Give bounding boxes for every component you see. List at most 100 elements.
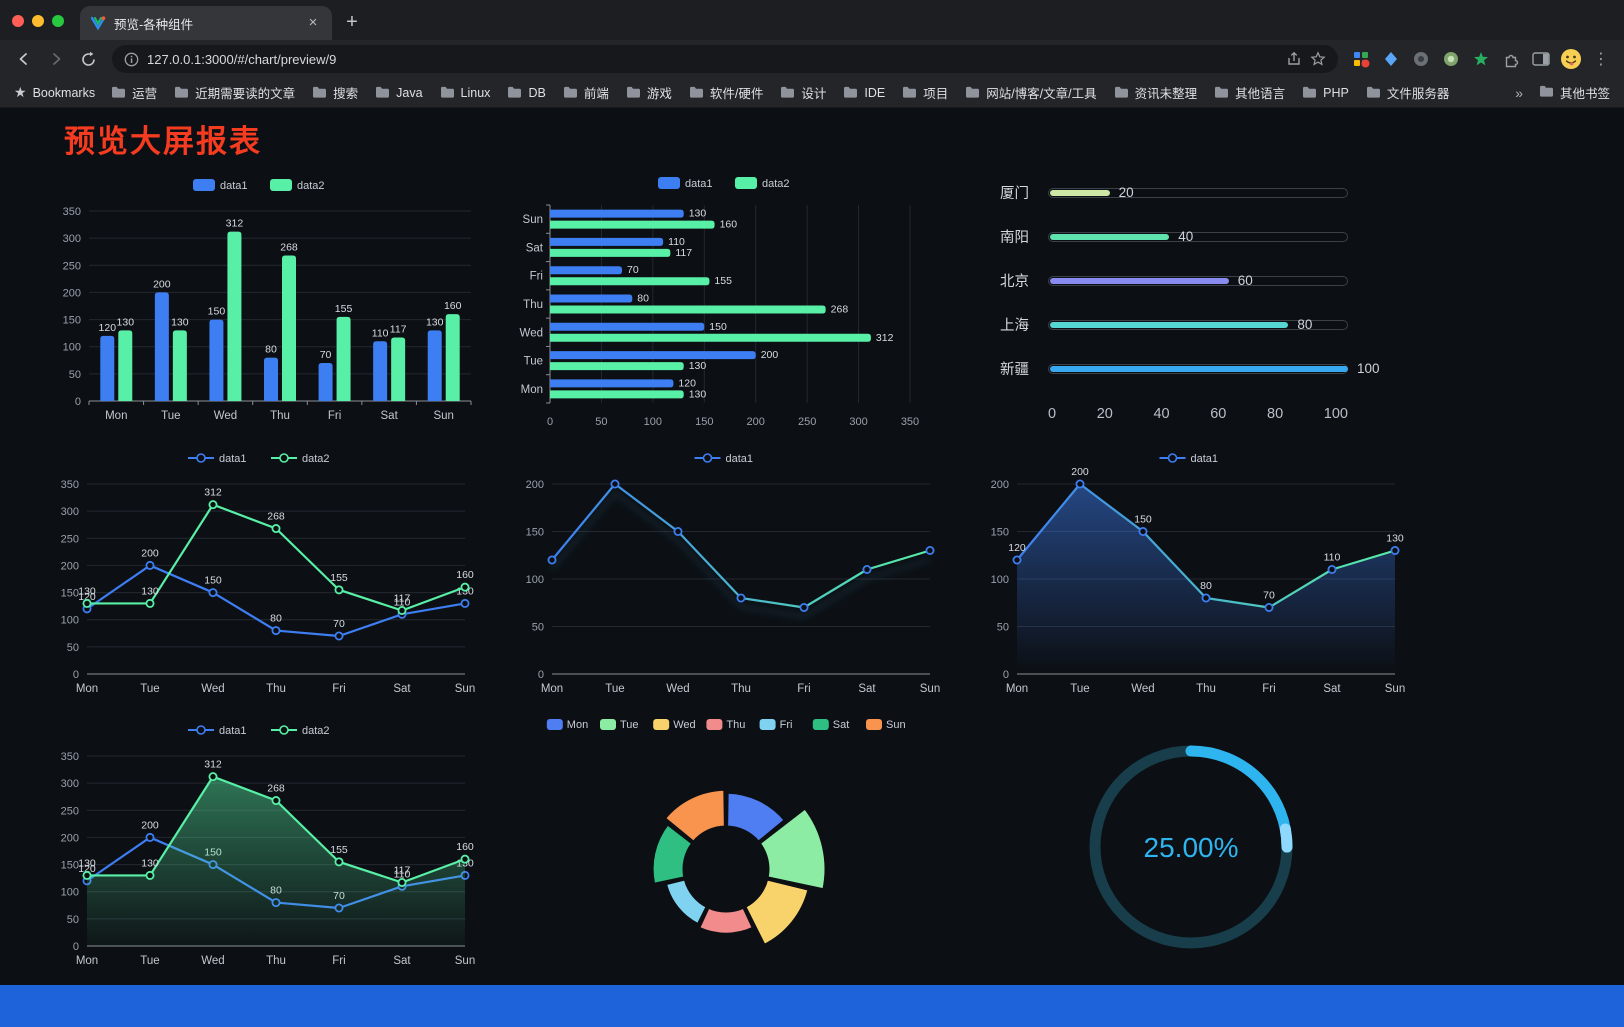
progress-row: 北京 60 — [1000, 270, 1382, 291]
grouped-bar-chart[interactable]: 0 50 100 150 200 250 300 350 Mon 120 130 Tue 200 130 W… — [26, 163, 496, 441]
share-icon[interactable] — [1286, 51, 1302, 67]
side-panel-icon[interactable] — [1528, 46, 1554, 72]
line-chart-svg: 0 50 100 150 200 250 300 350 Mon Tue Wed Thu Fri Sat S… — [61, 725, 476, 967]
bookmark-folder[interactable]: IDE — [843, 83, 885, 102]
forward-button[interactable] — [42, 45, 70, 73]
svg-text:250: 250 — [798, 416, 816, 428]
svg-text:200: 200 — [141, 547, 159, 559]
svg-text:117: 117 — [394, 864, 411, 876]
svg-text:268: 268 — [267, 783, 285, 795]
area-line-chart[interactable]: 0 50 100 150 200 Mon Tue Wed Thu Fri Sat Sun 120 200 1… — [956, 441, 1426, 709]
bookmark-folder[interactable]: 资讯未整理 — [1114, 83, 1197, 102]
svg-text:Wed: Wed — [214, 410, 237, 422]
svg-text:Mon: Mon — [76, 955, 98, 967]
svg-text:117: 117 — [390, 323, 407, 335]
svg-text:Sat: Sat — [526, 242, 544, 254]
profile-avatar[interactable] — [1558, 46, 1584, 72]
svg-text:130: 130 — [78, 585, 96, 597]
svg-text:300: 300 — [61, 778, 79, 790]
bookmark-folder[interactable]: 网站/博客/文章/工具 — [965, 83, 1097, 102]
svg-text:Sat: Sat — [1323, 683, 1341, 695]
horizontal-bar-chart[interactable]: 0 50 100 150 200 250 300 350 Sun 130 160 Sat 110 117 F… — [496, 163, 956, 441]
address-bar[interactable]: 127.0.0.1:3000/#/chart/preview/9 — [112, 45, 1338, 73]
progress-bar-chart[interactable]: 厦门 20 南阳 40 北京 60 上海 80 新疆 100 0 20 40 60 80 100 — [956, 163, 1426, 441]
tab-close-icon[interactable]: × — [308, 14, 318, 31]
zoom-window-button[interactable] — [52, 15, 64, 27]
svg-text:data1: data1 — [220, 180, 248, 192]
folder-icon — [626, 86, 640, 98]
svg-text:200: 200 — [61, 560, 79, 572]
svg-text:200: 200 — [61, 832, 79, 844]
svg-text:110: 110 — [668, 236, 685, 248]
progress-value: 100 — [1357, 360, 1380, 376]
svg-text:50: 50 — [67, 914, 79, 926]
svg-text:Wed: Wed — [666, 683, 689, 695]
bookmark-folder[interactable]: 前端 — [563, 83, 609, 102]
bookmark-star-icon[interactable] — [1310, 51, 1326, 67]
bookmark-folder[interactable]: DB — [507, 83, 546, 102]
bookmark-folder[interactable]: Java — [375, 83, 423, 102]
progress-row: 上海 80 — [1000, 314, 1382, 335]
bookmark-folder[interactable]: 游戏 — [626, 83, 672, 102]
bookmark-folder[interactable]: Linux — [440, 83, 490, 102]
svg-text:data1: data1 — [685, 178, 713, 190]
extension-kite-icon[interactable] — [1378, 46, 1404, 72]
svg-text:Sun: Sun — [433, 410, 453, 422]
svg-text:70: 70 — [320, 349, 332, 361]
gradient-line-chart[interactable]: 0 50 100 150 200 Mon Tue Wed Thu Fri Sat Sun data1 — [496, 441, 956, 709]
close-window-button[interactable] — [12, 15, 24, 27]
svg-text:Fri: Fri — [780, 719, 793, 731]
url-text[interactable]: 127.0.0.1:3000/#/chart/preview/9 — [147, 51, 337, 67]
back-button[interactable] — [10, 45, 38, 73]
progress-value: 60 — [1237, 272, 1253, 288]
svg-text:150: 150 — [61, 588, 79, 600]
other-bookmarks[interactable]: 其他书签 — [1539, 83, 1610, 102]
bookmark-folder[interactable]: 搜索 — [312, 83, 358, 102]
svg-text:Tue: Tue — [605, 683, 624, 695]
bookmark-folder[interactable]: 近期需要读的文章 — [174, 83, 295, 102]
charts-grid: 0 50 100 150 200 250 300 350 Mon 120 130 Tue 200 130 W… — [26, 163, 1436, 985]
bookmark-folder[interactable]: 项目 — [902, 83, 948, 102]
svg-text:110: 110 — [372, 327, 389, 339]
browser-menu-button[interactable]: ⋮ — [1593, 51, 1609, 68]
svg-text:130: 130 — [689, 360, 707, 372]
browser-tab[interactable]: 预览-各种组件 × — [80, 6, 332, 40]
line-area-combo-chart[interactable]: 0 50 100 150 200 250 300 350 Mon Tue Wed Thu Fri Sat S… — [26, 709, 496, 985]
new-tab-button[interactable]: + — [346, 10, 358, 33]
svg-text:Tue: Tue — [1070, 683, 1089, 695]
bookmark-folder[interactable]: 文件服务器 — [1366, 83, 1449, 102]
bookmarks-overflow-chevron[interactable]: » — [1515, 84, 1523, 101]
extension-green-star-icon[interactable] — [1468, 46, 1494, 72]
rose-donut-chart[interactable]: Mon Tue Wed Thu Fri Sat Sun — [496, 709, 956, 985]
extensions-puzzle-icon[interactable] — [1498, 46, 1524, 72]
svg-text:250: 250 — [61, 805, 79, 817]
gauge-chart[interactable]: 25.00% — [956, 709, 1426, 985]
extension-green-circle-icon[interactable] — [1438, 46, 1464, 72]
site-info-icon[interactable] — [124, 52, 139, 67]
svg-text:Thu: Thu — [523, 299, 543, 311]
minimize-window-button[interactable] — [32, 15, 44, 27]
reload-button[interactable] — [74, 45, 102, 73]
bookmark-folder[interactable]: 软件/硬件 — [689, 83, 763, 102]
bookmark-folder[interactable]: 其他语言 — [1214, 83, 1285, 102]
folder-icon — [1366, 86, 1380, 98]
progress-row: 新疆 100 — [1000, 358, 1382, 379]
extension-grid-icon[interactable] — [1348, 46, 1374, 72]
svg-text:25.00%: 25.00% — [1144, 832, 1239, 863]
bookmark-folder[interactable]: 设计 — [780, 83, 826, 102]
two-series-line-chart[interactable]: 0 50 100 150 200 250 300 350 Mon Tue Wed Thu Fri Sat S… — [26, 441, 496, 709]
bookmark-folder[interactable]: PHP — [1302, 83, 1349, 102]
svg-text:200: 200 — [761, 349, 779, 361]
svg-text:130: 130 — [426, 316, 444, 328]
bookmark-folder[interactable]: 运营 — [111, 83, 157, 102]
svg-text:200: 200 — [63, 287, 81, 299]
folder-icon — [376, 86, 390, 98]
extension-gray-circle-icon[interactable] — [1408, 46, 1434, 72]
bookmarks-root[interactable]: ★ Bookmarks — [14, 84, 95, 101]
svg-text:Sun: Sun — [455, 683, 475, 695]
progress-fill — [1050, 233, 1170, 240]
svg-text:Wed: Wed — [201, 683, 224, 695]
progress-fill — [1050, 189, 1110, 196]
svg-text:0: 0 — [547, 416, 553, 428]
